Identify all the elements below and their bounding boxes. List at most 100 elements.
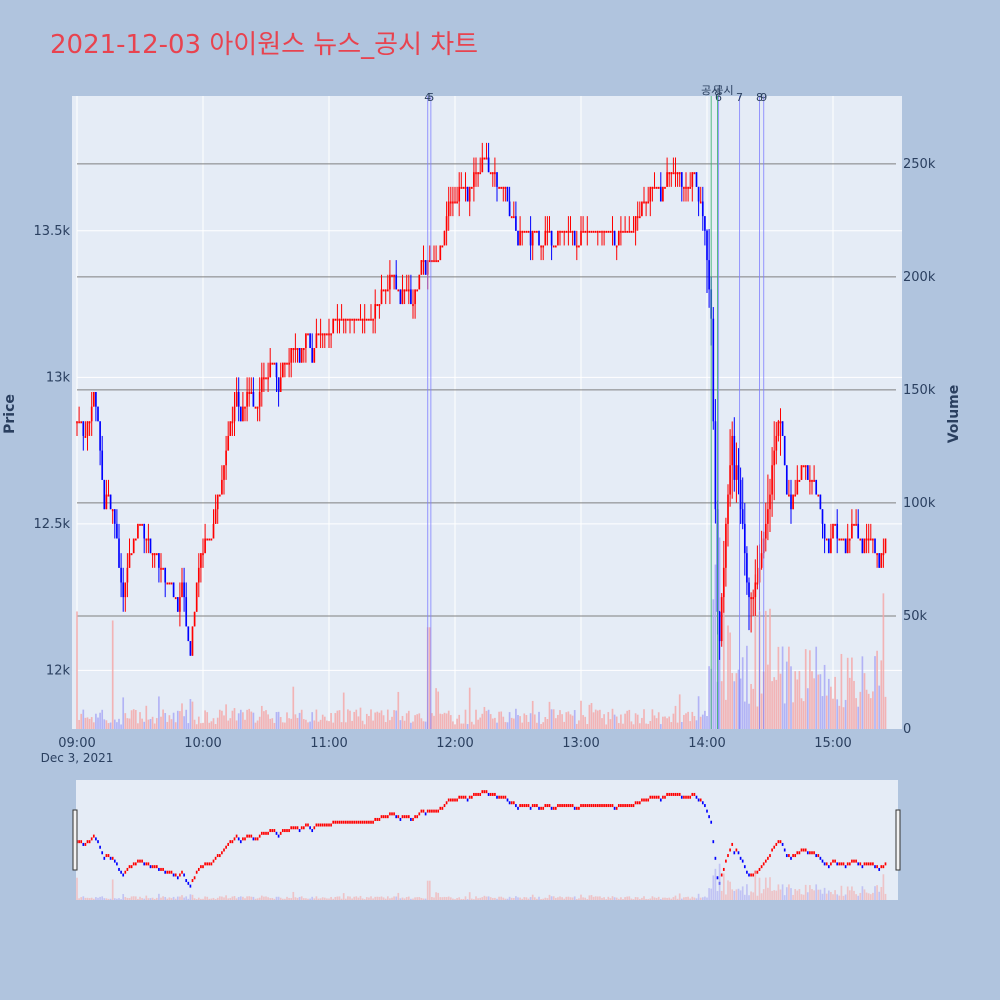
candle-body <box>481 157 484 173</box>
slider-volume-bar <box>693 897 696 900</box>
volume-bar <box>225 704 227 729</box>
slider-volume-bar <box>653 897 656 900</box>
slider-volume-bar <box>357 897 360 900</box>
candle-body <box>489 172 492 175</box>
slider-candle <box>475 792 477 796</box>
candle-body <box>464 186 467 189</box>
slider-volume-bar <box>124 896 127 900</box>
candle-body <box>185 597 188 627</box>
slider-volume-bar <box>527 898 530 900</box>
slider-candle <box>741 859 744 863</box>
slider-candle <box>523 804 526 808</box>
slider-volume-bar <box>538 896 540 900</box>
slider-candle <box>422 809 425 813</box>
slider-candle <box>286 829 288 833</box>
slider-candle <box>313 826 316 830</box>
volume-bar <box>265 710 267 729</box>
slider-candle <box>758 867 761 871</box>
candle-body <box>235 391 238 407</box>
slider-volume-bar <box>615 897 618 900</box>
axis-layer: 09:00 10:00 11:00 12:00 13:00 14:00 15:0012k12… <box>34 157 936 751</box>
slider-volume-bar <box>372 898 374 900</box>
candle-body <box>191 626 194 656</box>
slider-volume-bar <box>477 898 479 900</box>
slider-volume-bar <box>258 897 261 900</box>
slider-volume-bar <box>376 896 379 900</box>
volume-bar <box>548 701 551 729</box>
range-slider-background[interactable] <box>76 780 898 900</box>
slider-candle <box>853 859 855 863</box>
slider-volume-bar <box>296 897 299 900</box>
volume-bar <box>857 706 860 729</box>
slider-volume-bar <box>695 898 698 900</box>
volume-bar <box>153 723 156 729</box>
slider-volume-bar <box>605 899 608 900</box>
slider-volume-bar <box>859 892 862 900</box>
slider-volume-bar <box>342 893 345 900</box>
volume-bar <box>309 721 311 729</box>
slider-volume-bar <box>166 898 169 900</box>
slider-candle <box>792 854 794 858</box>
slider-volume-bar <box>454 899 456 900</box>
volume-bar <box>731 673 734 729</box>
slider-volume-bar <box>347 896 349 900</box>
slider-volume-bar <box>592 896 595 900</box>
slider-volume-bar <box>193 898 196 900</box>
slider-volume-bar <box>552 896 555 900</box>
slider-volume-bar <box>399 898 402 900</box>
slider-candle <box>613 806 616 810</box>
slider-candle <box>500 795 503 799</box>
candle-body <box>88 421 91 424</box>
slider-candle <box>153 865 156 869</box>
slider-candle <box>819 856 822 860</box>
slider-candle <box>99 845 101 849</box>
slider-candle <box>309 826 311 830</box>
slider-volume-bar <box>286 896 288 900</box>
slider-volume-bar <box>141 898 143 900</box>
slider-candle <box>840 862 843 866</box>
volume-bar <box>613 714 616 729</box>
candle-body <box>202 553 204 556</box>
slider-candle <box>145 862 148 866</box>
slider-candle <box>281 829 284 833</box>
candle-body <box>645 201 647 204</box>
slider-candle <box>473 792 475 796</box>
slider-candle <box>158 867 160 871</box>
y-right-tick-label: 100k <box>903 496 936 511</box>
volume-bar <box>179 711 181 729</box>
slider-volume-bar <box>368 897 370 900</box>
slider-candle <box>815 854 818 858</box>
candle-body <box>176 597 179 612</box>
volume-bar <box>800 698 803 729</box>
volume-bar <box>678 694 681 729</box>
volume-bar <box>756 706 759 729</box>
volume-bar <box>473 724 475 729</box>
candle-body <box>512 216 515 219</box>
slider-candle <box>124 870 127 874</box>
slider-volume-bar <box>221 896 223 900</box>
slider-candle <box>590 804 593 808</box>
range-slider-right-handle[interactable] <box>895 809 901 871</box>
range-slider-left-handle[interactable] <box>72 809 78 871</box>
slider-volume-bar <box>806 892 809 900</box>
volume-bar <box>481 713 484 729</box>
volume-bar <box>460 723 463 729</box>
range-slider[interactable] <box>72 780 901 900</box>
news-marker-label: 5 <box>427 91 434 104</box>
slider-volume-bar <box>483 895 486 900</box>
candle-body <box>420 260 423 275</box>
volume-bar <box>319 719 322 729</box>
volume-bar <box>441 714 444 729</box>
slider-volume-bar <box>752 892 755 900</box>
volume-bar <box>811 671 813 729</box>
slider-candle <box>200 865 202 869</box>
slider-volume-bar <box>288 897 290 900</box>
candle-body <box>368 318 370 321</box>
candle-body <box>447 201 450 217</box>
volume-bar <box>685 713 687 729</box>
slider-volume-bar <box>195 899 198 900</box>
volume-bar <box>403 720 406 729</box>
slider-volume-bar <box>706 897 708 900</box>
slider-volume-bar <box>437 892 440 900</box>
candle-body <box>141 523 143 526</box>
